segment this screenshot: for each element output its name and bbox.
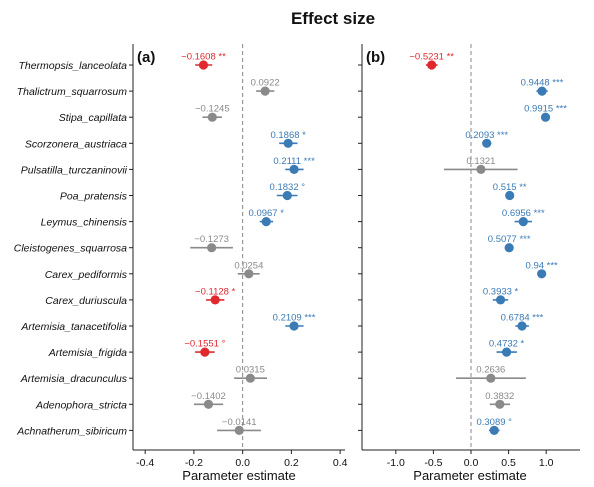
estimate-label: 0.2109 *** (273, 313, 316, 324)
panel-a-label: (a) (137, 49, 155, 66)
estimate-label: 0.0967 * (249, 208, 285, 219)
estimate-label: 0.2111 *** (273, 156, 315, 167)
x-tick-label: 0.4 (333, 457, 348, 469)
species-label: Pulsatilla_turczaninovii (21, 164, 128, 176)
x-tick-label: 0.2 (284, 457, 299, 469)
estimate-point (537, 86, 547, 96)
estimate-point (207, 112, 217, 122)
estimate-point (517, 321, 527, 331)
species-label: Scorzonera_austriaca (25, 138, 127, 150)
estimate-label: 0.9915 *** (524, 104, 567, 115)
estimate-point (476, 164, 486, 174)
panel-b-label: (b) (366, 49, 385, 66)
estimate-label: −0.5231 ** (409, 52, 454, 63)
estimate-label: 0.94 *** (526, 260, 559, 271)
estimate-label: 0.0315 (236, 365, 265, 376)
estimate-point (198, 60, 209, 70)
estimate-label: 0.3933 * (483, 286, 519, 297)
estimate-label: −0.1402 (191, 391, 226, 402)
estimate-label: −0.1551 ° (184, 339, 225, 350)
x-tick-label: -1.0 (387, 457, 405, 469)
estimate-label: 0.1832 ° (270, 182, 306, 193)
species-label: Carex_duriuscula (45, 295, 127, 307)
estimate-point (283, 138, 293, 148)
estimate-label: 0.3089 ° (476, 417, 512, 428)
estimate-point (282, 190, 292, 201)
figure-title: Effect size (291, 9, 375, 28)
x-tick-label: -0.2 (185, 457, 203, 469)
estimate-label: 0.0254 (234, 260, 263, 271)
estimate-point (505, 190, 515, 201)
estimate-label: 0.6956 *** (502, 208, 545, 219)
x-tick-label: 0.0 (464, 457, 479, 469)
estimate-point (427, 60, 437, 70)
estimate-label: 0.3832 (485, 391, 514, 402)
x-tick-label: -0.4 (136, 457, 154, 469)
estimate-point (537, 269, 547, 279)
species-label: Adenophora_stricta (35, 399, 127, 411)
estimate-label: −0.1245 (195, 104, 230, 115)
species-label: Thermopsis_lanceolata (18, 60, 127, 72)
estimate-point (260, 86, 270, 96)
estimate-point (245, 373, 255, 383)
estimate-point (501, 347, 512, 357)
estimate-point (261, 217, 271, 227)
estimate-point (495, 295, 506, 305)
species-label: Poa_pratensis (60, 191, 128, 203)
estimate-point (244, 269, 254, 279)
estimate-point (203, 399, 214, 409)
x-tick-label: 0.0 (235, 457, 250, 469)
estimate-label: 0.4732 * (489, 339, 525, 350)
estimate-point (289, 164, 299, 174)
estimate-point (486, 373, 496, 383)
species-label: Stipa_capillata (59, 112, 127, 124)
estimate-label: 0.5077 *** (488, 234, 531, 245)
estimate-point (504, 243, 514, 253)
estimate-point (540, 112, 551, 122)
estimate-label: −0.1128 * (195, 286, 236, 297)
species-label: Carex_pediformis (45, 269, 128, 281)
estimate-label: −0.1608 ** (181, 52, 226, 63)
species-label: Artemisia_frigida (48, 347, 127, 359)
species-label: Artemisia_dracunculus (20, 373, 128, 385)
estimate-point (207, 243, 217, 253)
estimate-point (489, 425, 499, 435)
panel-b-plot: -1.0 -0.5 0.0 0.5 1.0 −0.5231 ** 0.9448 *** 0.9… (358, 44, 580, 469)
x-tick-label: -0.5 (424, 457, 442, 469)
estimate-label: 0.6784 *** (501, 313, 544, 324)
species-axis-labels: Thermopsis_lanceolata Thalictrum_squarros… (14, 60, 128, 437)
panel-a-plot: -0.4 -0.2 0.0 0.2 0.4 −0.1608 ** 0.0922 −0.1245… (129, 44, 348, 469)
estimate-point (234, 425, 244, 435)
estimate-point (289, 321, 299, 331)
estimate-label: −0.1273 (194, 234, 229, 245)
species-label: Achnatherum_sibiricum (16, 425, 127, 437)
estimate-label: 0.2636 (476, 365, 505, 376)
estimate-point (518, 217, 528, 227)
estimate-label: 0.0922 (251, 78, 280, 89)
species-label: Thalictrum_squarrosum (17, 86, 128, 98)
estimate-point (210, 295, 220, 305)
estimate-label: 0.1321 (466, 156, 495, 167)
species-label: Artemisia_tanacetifolia (20, 321, 127, 333)
estimate-label: 0.9448 *** (521, 78, 564, 89)
species-label: Leymus_chinensis (41, 217, 128, 229)
species-label: Cleistogenes_squarrosa (14, 243, 127, 255)
panel-b-xlabel: Parameter estimate (413, 468, 526, 483)
estimate-point (200, 347, 210, 357)
estimate-point (495, 399, 505, 409)
estimate-point (482, 138, 492, 148)
panel-a-xlabel: Parameter estimate (182, 468, 295, 483)
estimate-label: −0.0141 (222, 417, 257, 428)
x-tick-label: 0.5 (501, 457, 516, 469)
x-tick-label: 1.0 (539, 457, 554, 469)
estimate-label: 0.515 ** (493, 182, 527, 193)
estimate-label: 0.2093 *** (465, 130, 508, 141)
estimate-label: 0.1868 * (270, 130, 306, 141)
